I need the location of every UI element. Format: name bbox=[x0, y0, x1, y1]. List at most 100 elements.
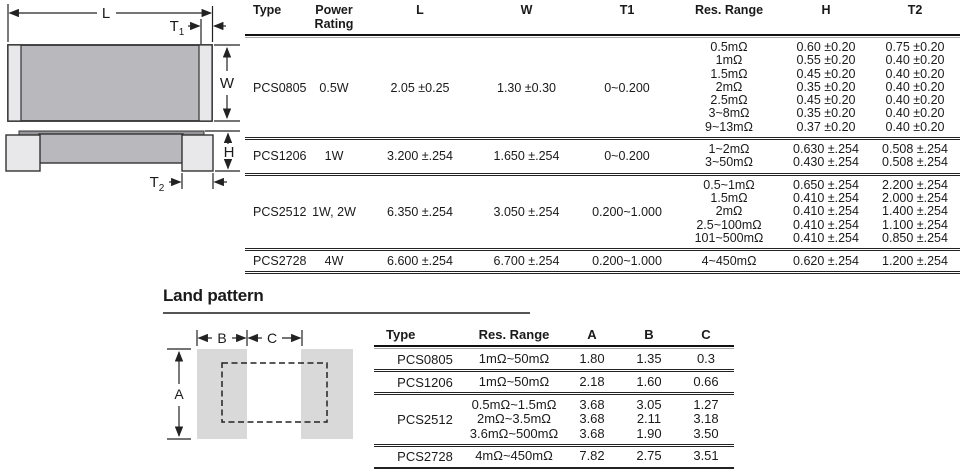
spec-table-group: PCS2512 1W, 2W 6.350 ±.254 3.050 ±.254 0.200… bbox=[245, 172, 960, 248]
spec-header-h: H bbox=[821, 3, 831, 17]
land-rows: 0.5mΩ~1.5mΩ 3.68 3.05 1.27 2mΩ~3.5mΩ 3.68 2.11… bbox=[464, 396, 734, 442]
land-res-value: 1mΩ~50mΩ bbox=[478, 373, 550, 389]
label-A: A bbox=[174, 386, 184, 402]
land-res-value: 3.6mΩ~500mΩ bbox=[469, 425, 559, 441]
spec-h-value: 0.55 ±0.20 bbox=[796, 53, 856, 68]
spec-t2-value: 0.508 ±.254 bbox=[882, 155, 948, 170]
spec-res-column: 1~2mΩ 3~50mΩ bbox=[676, 142, 782, 170]
land-b-value: 3.05 bbox=[636, 396, 662, 412]
left-termination-top bbox=[7, 44, 22, 122]
dimension-T2 bbox=[169, 173, 227, 189]
spec-res-value: 1~2mΩ bbox=[708, 142, 750, 157]
spec-h-value: 0.35 ±0.20 bbox=[796, 106, 856, 121]
land-type-cell: PCS1206 bbox=[397, 374, 453, 390]
land-c-value: 0.66 bbox=[693, 373, 719, 389]
land-pattern-heading: Land pattern bbox=[163, 286, 264, 305]
land-table-row: 3.6mΩ~500mΩ 3.68 1.90 3.50 bbox=[464, 425, 734, 442]
land-b-value: 1.60 bbox=[636, 373, 662, 389]
land-table-row: 2mΩ~3.5mΩ 3.68 2.11 3.18 bbox=[464, 411, 734, 427]
spec-h-column: 0.650 ±.254 0.410 ±.254 0.410 ±.254 0.410 ±… bbox=[782, 177, 870, 245]
land-header-res: Res. Range bbox=[478, 327, 550, 342]
component-outline-dashed bbox=[221, 362, 328, 423]
spec-h-column: 0.60 ±0.20 0.55 ±0.20 0.45 ±0.20 0.35 ±0.20… bbox=[782, 40, 870, 134]
land-b-value: 2.75 bbox=[636, 448, 662, 464]
spec-power-cell: 4W bbox=[324, 254, 344, 269]
spec-t2-column: 1.200 ±.254 bbox=[870, 254, 960, 268]
spec-table-body: PCS0805 0.5W 2.05 ±0.25 1.30 ±0.30 0~0.200 0.… bbox=[245, 38, 960, 275]
spec-header-t1: T1 bbox=[619, 3, 635, 17]
land-b-value: 2.11 bbox=[636, 411, 662, 426]
spec-res-value: 2.5mΩ bbox=[710, 93, 748, 108]
land-table-group: PCS2728 4mΩ~450mΩ 7.82 2.75 3.51 bbox=[374, 443, 734, 467]
spec-t2-value: 0.850 ±.254 bbox=[882, 230, 948, 245]
spec-header-power: Power Rating bbox=[314, 3, 354, 31]
dimension-A bbox=[167, 348, 191, 440]
spec-t2-value: 0.508 ±.254 bbox=[882, 142, 948, 157]
spec-header-t2: T2 bbox=[907, 3, 923, 17]
spec-table-header: Type Power Rating L W T1 Res. Range H T2 bbox=[245, 3, 960, 36]
spec-res-value: 4~450mΩ bbox=[701, 253, 757, 268]
spec-l-cell: 6.350 ±.254 bbox=[387, 204, 453, 219]
land-table-group: PCS0805 1mΩ~50mΩ 1.80 1.35 0.3 bbox=[374, 349, 734, 369]
spec-res-value: 101~500mΩ bbox=[694, 230, 764, 245]
spec-t2-value: 0.40 ±0.20 bbox=[885, 106, 945, 121]
dimension-C bbox=[247, 330, 303, 346]
spec-h-value: 0.35 ±0.20 bbox=[796, 79, 856, 94]
spec-h-value: 0.410 ±.254 bbox=[793, 217, 859, 232]
spec-t2-value: 1.200 ±.254 bbox=[882, 253, 948, 268]
dimension-T1 bbox=[188, 19, 226, 44]
label-L: L bbox=[102, 5, 110, 22]
spec-res-column: 0.5mΩ 1mΩ 1.5mΩ 2mΩ 2.5mΩ 3~8mΩ 9~13mΩ bbox=[676, 40, 782, 134]
land-table-row: 1mΩ~50mΩ 2.18 1.60 0.66 bbox=[464, 373, 734, 390]
spec-t2-value: 1.400 ±.254 bbox=[882, 204, 948, 219]
spec-h-value: 0.45 ±0.20 bbox=[796, 66, 856, 81]
spec-header-type: Type bbox=[253, 3, 282, 17]
land-header-b: B bbox=[644, 327, 654, 342]
spec-t2-value: 2.200 ±.254 bbox=[882, 177, 948, 192]
spec-power-cell: 1W, 2W bbox=[312, 204, 356, 219]
spec-t2-value: 0.40 ±0.20 bbox=[885, 79, 945, 94]
spec-res-value: 3~8mΩ bbox=[708, 106, 750, 121]
land-res-value: 4mΩ~450mΩ bbox=[475, 448, 553, 464]
right-termination-side bbox=[181, 134, 214, 172]
spec-h-value: 0.650 ±.254 bbox=[793, 177, 859, 192]
land-type-cell: PCS2728 bbox=[397, 449, 453, 464]
land-table-row: 0.5mΩ~1.5mΩ 3.68 3.05 1.27 bbox=[464, 396, 734, 413]
spec-res-value: 3~50mΩ bbox=[705, 155, 753, 170]
land-rows: 1mΩ~50mΩ 1.80 1.35 0.3 bbox=[464, 351, 734, 367]
label-T1: T1 bbox=[170, 18, 185, 38]
spec-w-cell: 3.050 ±.254 bbox=[493, 204, 560, 219]
dimension-B bbox=[196, 330, 248, 346]
spec-header-w: W bbox=[520, 3, 533, 17]
spec-t2-value: 0.75 ±0.20 bbox=[885, 40, 945, 54]
spec-h-value: 0.630 ±.254 bbox=[793, 142, 859, 157]
spec-t2-value: 2.000 ±.254 bbox=[882, 190, 948, 205]
land-header-type: Type bbox=[386, 327, 416, 342]
land-c-value: 3.50 bbox=[693, 425, 719, 441]
dimension-W bbox=[214, 44, 240, 122]
spec-h-value: 0.37 ±0.20 bbox=[796, 119, 856, 134]
land-table-group: PCS1206 1mΩ~50mΩ 2.18 1.60 0.66 bbox=[374, 369, 734, 392]
spec-header-res: Res. Range bbox=[694, 3, 764, 17]
chip-dimension-diagram: L T1 W H T2 bbox=[5, 4, 240, 194]
spec-t2-column: 0.508 ±.254 0.508 ±.254 bbox=[870, 142, 960, 170]
spec-l-cell: 3.200 ±.254 bbox=[387, 149, 453, 164]
spec-h-value: 0.430 ±.254 bbox=[793, 155, 859, 170]
land-a-value: 3.68 bbox=[579, 396, 605, 412]
spec-table-group: PCS1206 1W 3.200 ±.254 1.650 ±.254 0~0.200 1~… bbox=[245, 137, 960, 173]
land-header-a: A bbox=[587, 327, 597, 342]
chip-body-top bbox=[7, 44, 213, 122]
spec-t1-cell: 0~0.200 bbox=[604, 80, 650, 95]
land-a-value: 2.18 bbox=[579, 373, 605, 389]
spec-power-cell: 0.5W bbox=[319, 80, 349, 95]
spec-res-value: 0.5~1mΩ bbox=[703, 177, 755, 192]
spec-t2-value: 0.40 ±0.20 bbox=[885, 66, 945, 81]
spec-res-value: 2.5~100mΩ bbox=[696, 217, 762, 232]
spec-w-cell: 1.650 ±.254 bbox=[493, 149, 560, 164]
dimension-L bbox=[7, 4, 214, 42]
spec-t2-column: 2.200 ±.254 2.000 ±.254 1.400 ±.254 1.100 ±… bbox=[870, 177, 960, 245]
land-c-value: 3.51 bbox=[693, 448, 719, 464]
spec-l-cell: 2.05 ±0.25 bbox=[390, 80, 450, 95]
spec-res-value: 1mΩ bbox=[715, 53, 743, 68]
land-pattern-heading-rule bbox=[163, 312, 530, 314]
